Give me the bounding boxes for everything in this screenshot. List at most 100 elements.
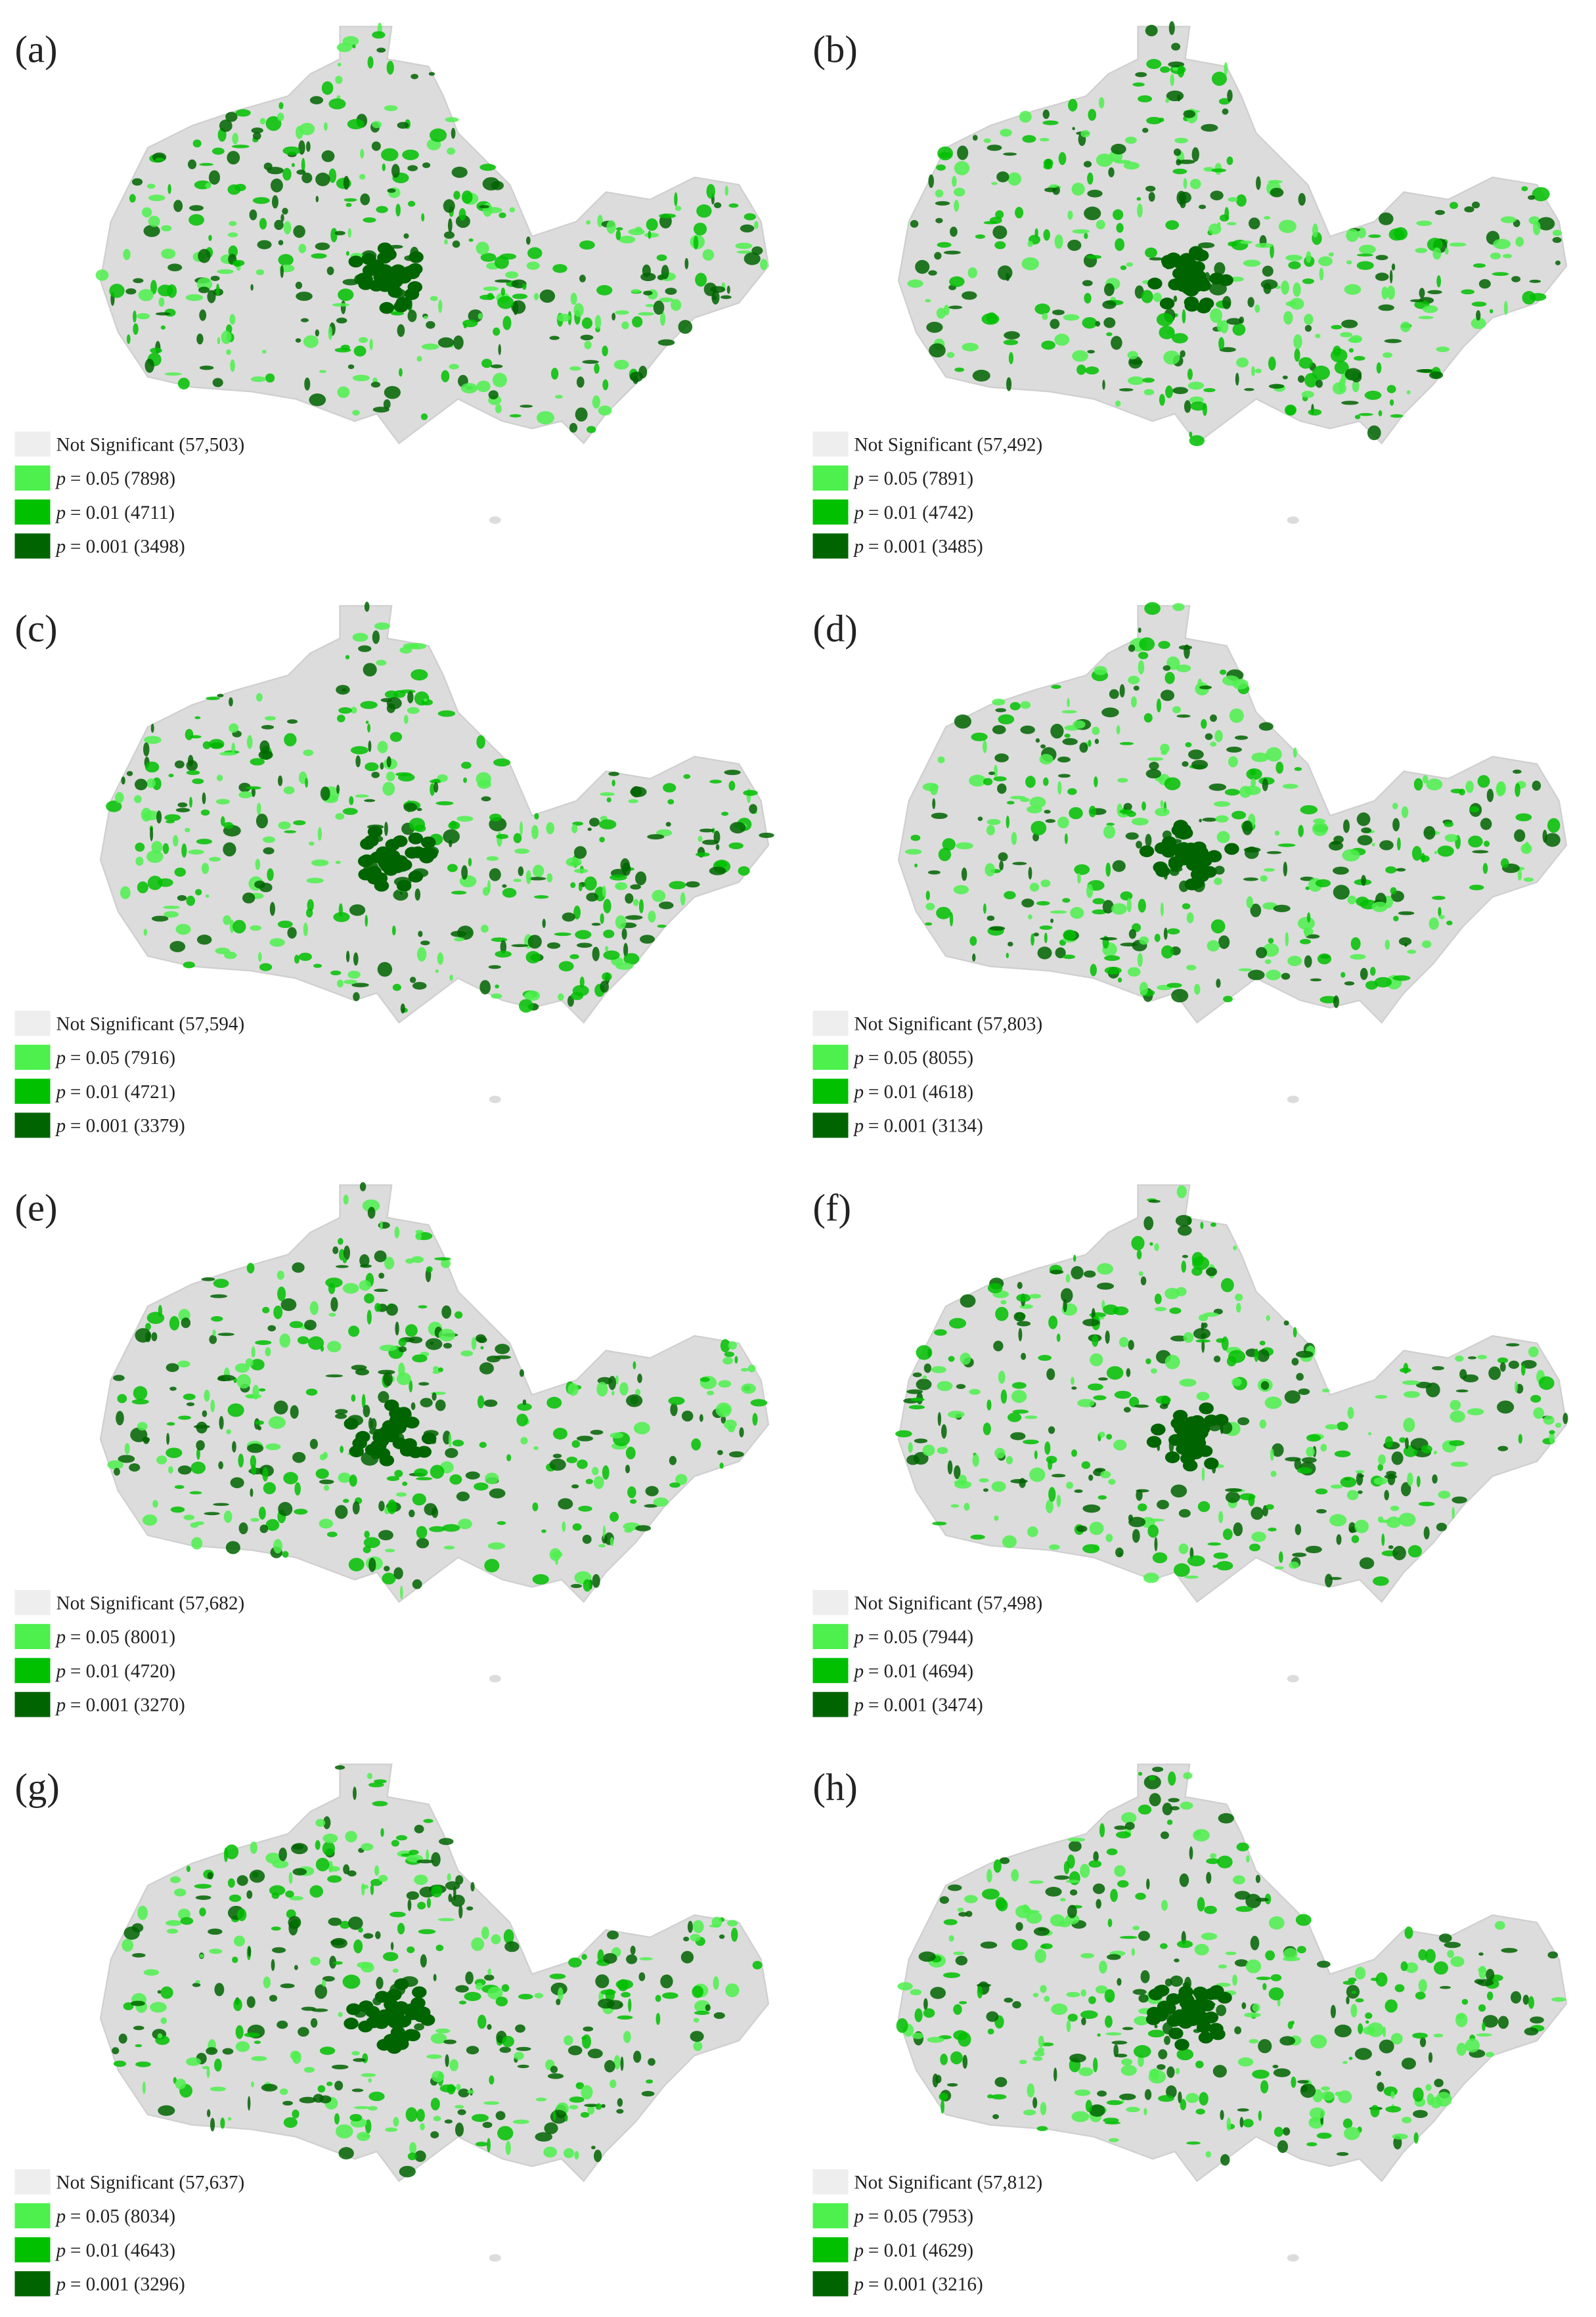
hotspot [1016,1294,1031,1302]
hotspot [1256,1976,1271,1980]
hotspot [1072,127,1075,131]
hotspot [753,221,759,229]
hotspot [430,296,438,301]
panel-label: (d) [813,607,858,650]
hotspot [177,802,188,808]
legend-text: = 0.05 (7916) [70,1048,175,1069]
hotspot [434,1257,451,1261]
hotspot [367,56,374,69]
hotspot [414,691,430,706]
hotspot [263,1976,271,1989]
hotspot [1161,2002,1176,2014]
hotspot [1427,238,1443,252]
hotspot [1432,247,1442,260]
hotspot [623,2031,631,2043]
hotspot [1095,320,1101,327]
hotspot [1152,1552,1168,1564]
hotspot [980,1941,998,1949]
hotspot [321,150,335,162]
hotspot [1251,1507,1264,1520]
hotspot [1259,1340,1266,1346]
hotspot [1070,1889,1078,1896]
hotspot [1243,259,1261,267]
hotspot [1194,984,1201,995]
hotspot [453,190,460,200]
hotspot [144,359,154,373]
hotspot [353,2058,366,2062]
hotspot [1306,1446,1315,1457]
hotspot [1268,1528,1277,1532]
hotspot [1248,1494,1255,1507]
hotspot [1183,110,1196,118]
hotspot [1114,160,1132,164]
hotspot [1482,2015,1499,2028]
hotspot [562,1521,566,1532]
hotspot [543,2146,558,2158]
hotspot [455,1985,469,1993]
hotspot [610,1432,624,1439]
hotspot [1232,323,1246,336]
hotspot [351,982,369,988]
hotspot [738,866,750,876]
hotspot [476,1982,483,1991]
hotspot [709,866,726,875]
hotspot [566,1457,578,1463]
legend-symbol: p [55,2240,66,2261]
hotspot [1066,2019,1071,2033]
hotspot [303,335,319,348]
legend-label: p = 0.001 (3485) [853,537,983,558]
hotspot [198,286,210,294]
hotspot [1080,1863,1090,1878]
hotspot [233,1998,242,2012]
hotspot [396,879,412,892]
hotspot [1478,2004,1486,2012]
hotspot [1114,1825,1127,1830]
hotspot [936,906,952,919]
hotspot [1315,1488,1328,1495]
hotspot [1437,845,1454,857]
hotspot [1292,1553,1307,1557]
hotspot [629,1499,637,1504]
hotspot [1300,2083,1316,2098]
hotspot [667,799,675,805]
hotspot [1210,1853,1217,1859]
hotspot [752,1413,758,1426]
hotspot [384,1256,395,1269]
hotspot [1529,279,1541,283]
hotspot [487,1987,503,2000]
hotspot [340,1920,351,1929]
hotspot [573,868,588,873]
hotspot [1156,698,1162,713]
hotspot [451,1894,465,1907]
hotspot [1444,247,1449,255]
hotspot [936,307,946,319]
hotspot [399,2165,416,2178]
hotspot [1191,759,1208,770]
hotspot [187,159,197,169]
hotspot [367,1206,376,1219]
hotspot [325,1277,343,1288]
hotspot [1184,851,1199,864]
hotspot [186,1402,195,1407]
hotspot [1083,161,1092,167]
hotspot [1158,2049,1168,2060]
hotspot [621,321,629,330]
hotspot [1331,324,1342,330]
hotspot [466,2046,479,2055]
hotspot [1182,309,1186,324]
hotspot [451,931,467,937]
hotspot [410,1402,416,1410]
hotspot [1055,947,1066,959]
hotspot [1520,1364,1526,1376]
hotspot [983,221,998,225]
hotspot [1054,234,1063,249]
hotspot [335,2124,353,2139]
hotspot [1398,911,1415,916]
hotspot [1044,1441,1051,1455]
legend-label: p = 0.001 (3498) [55,537,185,558]
hotspot [261,724,275,730]
hotspot [1212,1564,1218,1568]
hotspot [164,372,182,376]
hotspot [360,148,365,159]
hotspot [304,1319,317,1331]
